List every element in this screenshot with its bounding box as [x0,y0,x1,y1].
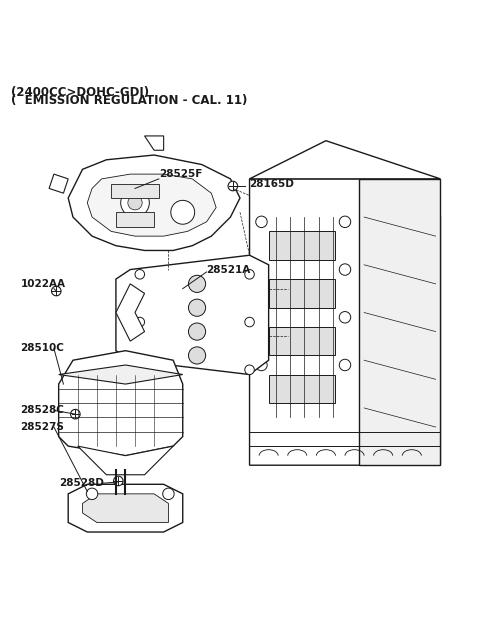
Text: (2400CC>DOHC-GDI): (2400CC>DOHC-GDI) [11,86,149,99]
Text: 28528D: 28528D [59,478,104,488]
Circle shape [256,216,267,227]
Circle shape [339,359,351,371]
Circle shape [256,359,267,371]
Polygon shape [269,374,336,403]
Text: 1022AA: 1022AA [21,279,65,289]
Polygon shape [116,255,269,374]
Circle shape [128,196,142,210]
Circle shape [245,269,254,279]
Circle shape [120,188,149,217]
Polygon shape [269,231,336,260]
Polygon shape [68,155,240,251]
Text: (  EMISSION REGULATION - CAL. 11): ( EMISSION REGULATION - CAL. 11) [11,94,247,107]
Circle shape [135,318,144,327]
Circle shape [189,323,205,340]
Circle shape [245,365,254,374]
Polygon shape [59,365,183,384]
Circle shape [245,318,254,327]
Circle shape [135,269,144,279]
Circle shape [114,476,123,486]
Text: 28528C: 28528C [21,406,64,416]
Polygon shape [360,179,441,465]
Circle shape [228,181,238,191]
Polygon shape [116,284,144,341]
Text: 28527S: 28527S [21,422,64,432]
Circle shape [256,311,267,323]
Circle shape [339,264,351,275]
Polygon shape [269,279,336,308]
Circle shape [189,275,205,292]
Polygon shape [250,179,441,465]
Polygon shape [111,184,159,198]
Circle shape [171,201,195,224]
Polygon shape [116,213,154,227]
Text: 28510C: 28510C [21,343,64,353]
Circle shape [339,311,351,323]
Circle shape [256,264,267,275]
Circle shape [189,299,205,316]
Circle shape [135,365,144,374]
Circle shape [189,347,205,364]
Circle shape [71,409,80,419]
Circle shape [339,216,351,227]
Text: 28165D: 28165D [250,179,294,189]
Polygon shape [59,351,183,456]
Polygon shape [49,174,68,193]
Polygon shape [68,484,183,532]
Polygon shape [87,174,216,236]
Circle shape [163,488,174,499]
Polygon shape [78,446,173,475]
Circle shape [51,286,61,296]
Polygon shape [83,494,168,522]
Polygon shape [144,136,164,150]
Text: 28525F: 28525F [159,169,202,179]
Circle shape [86,488,98,499]
Polygon shape [250,141,441,179]
Polygon shape [269,327,336,356]
Text: 28521A: 28521A [206,264,251,274]
